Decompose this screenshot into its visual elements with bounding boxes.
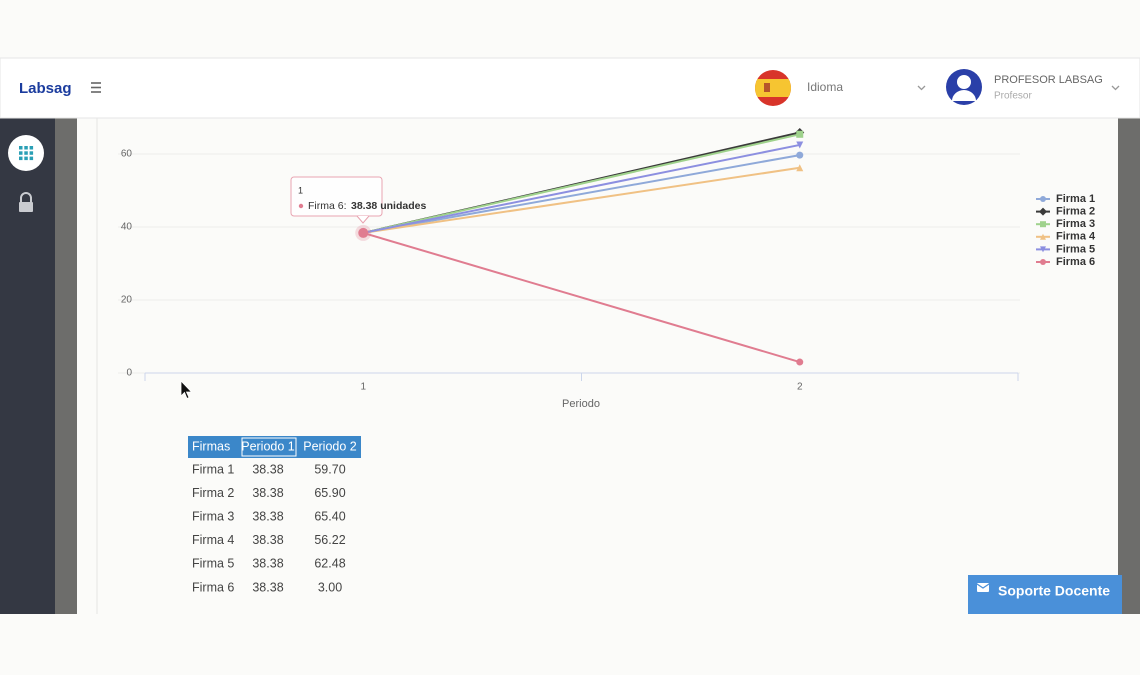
table-cell: Firma 6 [192, 580, 234, 594]
table-header: Firmas [192, 439, 230, 453]
tooltip-value: 38.38 unidades [351, 200, 426, 212]
hover-point [358, 227, 369, 238]
x-axis-label: Periodo [562, 398, 600, 410]
support-button[interactable] [968, 575, 1122, 614]
series-line [363, 133, 800, 234]
user-name[interactable]: PROFESOR LABSAG [994, 74, 1103, 86]
point [796, 130, 804, 138]
tooltip-label: Firma 6: [308, 200, 347, 212]
legend-label[interactable]: Firma 4 [1056, 231, 1096, 243]
table-cell: 38.38 [252, 462, 283, 476]
table-cell: 65.40 [314, 509, 345, 523]
table-cell: Firma 1 [192, 462, 234, 476]
table-cell: 56.22 [314, 533, 345, 547]
menu-icon[interactable] [91, 82, 101, 93]
table-cell: 62.48 [314, 557, 345, 571]
lock-icon[interactable] [19, 192, 33, 212]
legend-symbol [1040, 233, 1046, 240]
legend-symbol [1039, 207, 1047, 216]
legend-label[interactable]: Firma 3 [1056, 218, 1095, 230]
y-tick-label: 20 [121, 295, 133, 306]
table-header: Periodo 2 [303, 439, 357, 453]
bottom-blank [0, 614, 1140, 670]
legend-symbol [1040, 196, 1046, 202]
table-cell: 59.70 [314, 462, 345, 476]
series-line [362, 231, 801, 364]
table-cell: Firma 4 [192, 533, 234, 547]
table-cell: Firma 2 [192, 486, 234, 500]
table-cell: Firma 3 [192, 509, 234, 523]
legend-label[interactable]: Firma 5 [1056, 243, 1095, 255]
y-tick-label: 60 [121, 149, 133, 160]
legend-symbol [1040, 221, 1046, 228]
table-cell: 38.38 [252, 557, 283, 571]
data-table: Firmas Periodo 1 Periodo 2 Firma 1 38.38 59.7… [188, 436, 361, 594]
avatar[interactable] [946, 69, 982, 105]
legend-symbol [1040, 246, 1046, 253]
legend-label[interactable]: Firma 2 [1056, 206, 1095, 218]
series-line [363, 154, 800, 234]
x-tick-label: 2 [797, 382, 803, 393]
y-tick-label: 40 [121, 222, 133, 233]
mail-icon-flap [976, 583, 990, 589]
table-cell: 38.38 [252, 533, 283, 547]
point [796, 151, 804, 159]
table-cell: 38.38 [252, 509, 283, 523]
point [796, 164, 804, 172]
series-line [363, 166, 800, 234]
table-header: Periodo 1 [241, 439, 295, 453]
user-role: Profesor [994, 91, 1032, 102]
support-button-label[interactable]: Soporte Docente [998, 583, 1110, 599]
apps-icon [19, 146, 34, 161]
content-panel [77, 118, 1118, 614]
chevron [917, 85, 926, 91]
point [796, 141, 804, 149]
legend-label[interactable]: Firma 6 [1056, 256, 1095, 268]
cursor [180, 380, 193, 400]
table-cell: Firma 5 [192, 557, 234, 571]
chevron [1111, 85, 1120, 91]
language-select[interactable]: Idioma [807, 80, 843, 94]
table-cell: 38.38 [252, 486, 283, 500]
sidebar [0, 118, 55, 614]
x-tick-label: 1 [360, 382, 366, 393]
tooltip: 1 Firma 6: 38.38 unidades [290, 176, 426, 224]
y-tick-label: 0 [126, 368, 132, 379]
series-line [363, 143, 800, 234]
legend-label[interactable]: Firma 1 [1056, 193, 1095, 205]
legend-symbol [1040, 259, 1046, 265]
table-cell: 3.00 [318, 580, 342, 594]
flag-icon[interactable] [755, 70, 791, 106]
table-cell: 65.90 [314, 486, 345, 500]
brand[interactable]: Labsag [19, 80, 72, 97]
tooltip-title: 1 [298, 185, 303, 195]
point [796, 358, 804, 366]
table-cell: 38.38 [252, 580, 283, 594]
